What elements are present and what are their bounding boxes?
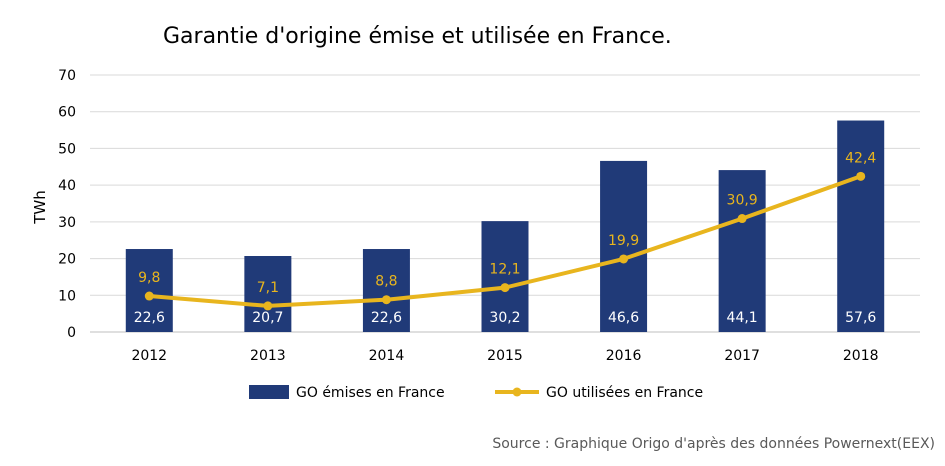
line-marker xyxy=(500,283,510,293)
line-value-label: 19,9 xyxy=(608,233,639,249)
line-value-label: 42,4 xyxy=(845,150,876,166)
bar xyxy=(718,170,766,332)
bar xyxy=(600,160,648,332)
x-tick-label: 2017 xyxy=(724,348,760,364)
line-series: 9,8 7,1 8,8 12,1 19,9 30,9 42,4 xyxy=(138,150,876,311)
legend-label-bars: GO émises en France xyxy=(296,385,445,401)
x-tick-label: 2014 xyxy=(369,348,405,364)
y-tick-label: 60 xyxy=(58,105,76,121)
line-value-label: 8,8 xyxy=(375,274,397,290)
y-tick-label: 50 xyxy=(58,141,76,157)
x-tick-label: 2016 xyxy=(606,348,642,364)
legend: GO émises en France GO utilisées en Fran… xyxy=(249,385,703,401)
line-value-label: 30,9 xyxy=(727,193,758,209)
x-axis-ticks: 2012 2013 2014 2015 2016 2017 2018 xyxy=(131,348,878,364)
line-marker xyxy=(381,295,391,305)
bar xyxy=(125,249,173,332)
x-tick-label: 2015 xyxy=(487,348,523,364)
line-marker xyxy=(737,214,747,224)
bar xyxy=(481,221,529,332)
line-value-label: 7,1 xyxy=(257,280,279,296)
line-value-label: 9,8 xyxy=(138,270,160,286)
bar-value-label: 57,6 xyxy=(845,310,876,326)
y-tick-label: 70 xyxy=(58,68,76,84)
legend-label-line: GO utilisées en France xyxy=(546,385,703,401)
y-tick-label: 40 xyxy=(58,178,76,194)
chart-title: Garantie d'origine émise et utilisée en … xyxy=(163,24,672,49)
y-tick-label: 10 xyxy=(58,288,76,304)
line-marker xyxy=(263,301,273,311)
x-tick-label: 2012 xyxy=(131,348,167,364)
line-marker xyxy=(856,171,866,181)
bar-value-label: 46,6 xyxy=(608,310,639,326)
bar-value-label: 22,6 xyxy=(134,310,165,326)
bar-series: 22,6 20,7 22,6 30,2 46,6 44,1 57,6 xyxy=(125,120,885,332)
legend-swatch-bars xyxy=(249,385,289,399)
line-marker xyxy=(144,291,154,301)
y-tick-label: 0 xyxy=(67,325,76,341)
x-tick-label: 2013 xyxy=(250,348,286,364)
y-tick-label: 30 xyxy=(58,215,76,231)
bar xyxy=(837,120,885,332)
legend-swatch-marker xyxy=(512,387,522,397)
bar xyxy=(362,249,410,332)
bar-value-label: 20,7 xyxy=(252,310,283,326)
y-tick-label: 20 xyxy=(58,252,76,268)
y-axis-ticks: 0 10 20 30 40 50 60 70 xyxy=(58,68,76,341)
bar xyxy=(244,256,292,332)
source-note: Source : Graphique Origo d'après des don… xyxy=(492,436,935,452)
y-axis-label: TWh xyxy=(31,190,49,225)
bar-value-label: 22,6 xyxy=(371,310,402,326)
bar-value-label: 30,2 xyxy=(489,310,520,326)
line-value-label: 12,1 xyxy=(489,262,520,278)
x-tick-label: 2018 xyxy=(843,348,879,364)
line-marker xyxy=(619,254,629,264)
bar-value-label: 44,1 xyxy=(727,310,758,326)
